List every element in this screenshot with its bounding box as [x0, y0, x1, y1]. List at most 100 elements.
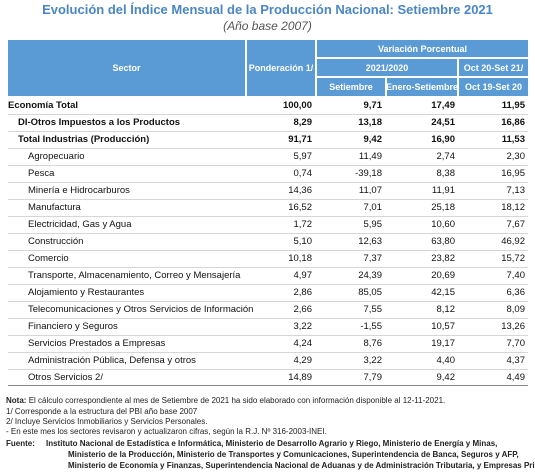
value-cell: 4,40: [436, 355, 456, 366]
note-text: El cálculo correspondiente al mes de Set…: [28, 396, 446, 405]
value-cell: 5,10: [293, 236, 313, 247]
value-cell: 7,40: [506, 270, 526, 281]
value-cell: 16,90: [431, 134, 455, 145]
sector-name: Agropecuario: [28, 151, 85, 162]
value-cell: 10,57: [431, 321, 455, 332]
sector-name: Electricidad, Gas y Agua: [28, 219, 132, 230]
value-cell: 20,69: [431, 270, 455, 281]
value-cell: 2,66: [293, 304, 313, 315]
table-bottom-rule: [8, 385, 528, 386]
note: 1/ Corresponde a la estructura del PBI a…: [6, 407, 198, 416]
value-cell: 4,24: [293, 338, 313, 349]
source-line: Ministerio de la Producción, Ministerio …: [68, 450, 519, 459]
value-cell: 10,18: [288, 253, 312, 264]
row-separator: [8, 216, 528, 217]
value-cell: 8,09: [506, 304, 526, 315]
header-period: Oct 20-Set 21/: [459, 59, 528, 76]
sector-name: Alojamiento y Restaurantes: [28, 287, 145, 298]
value-cell: 2,30: [506, 151, 526, 162]
row-separator: [8, 233, 528, 234]
value-cell: 4,97: [293, 270, 313, 281]
row-separator: [8, 352, 528, 353]
value-cell: 5,95: [363, 219, 383, 230]
value-cell: 23,82: [431, 253, 455, 264]
value-cell: 63,80: [431, 236, 455, 247]
sector-name: Manufactura: [28, 202, 81, 213]
value-cell: 7,55: [363, 304, 383, 315]
value-cell: -39,18: [355, 168, 382, 179]
note: - En este mes los sectores revisaron y a…: [6, 427, 327, 436]
value-cell: 6,36: [506, 287, 526, 298]
header-column: Setiembre: [317, 78, 385, 96]
note: Nota: El cálculo correspondiente al mes …: [6, 396, 445, 405]
source-line: Instituto Nacional de Estadística e Info…: [46, 439, 498, 448]
value-cell: 8,29: [293, 117, 313, 128]
value-cell: 14,89: [288, 372, 312, 383]
value-cell: 12,63: [358, 236, 382, 247]
sector-name: Total Industrias (Producción): [18, 134, 150, 145]
value-cell: 11,91: [431, 185, 455, 196]
header-sector: Sector: [8, 40, 245, 96]
value-cell: 7,01: [363, 202, 383, 213]
header-variacion: Variación Porcentual: [317, 40, 528, 57]
value-cell: 2,74: [436, 151, 456, 162]
value-cell: 11,53: [501, 134, 525, 145]
value-cell: 17,49: [431, 100, 455, 111]
value-cell: 9,71: [363, 100, 383, 111]
sector-name: DI-Otros Impuestos a los Productos: [18, 117, 181, 128]
value-cell: 85,05: [358, 287, 382, 298]
value-cell: 8,76: [363, 338, 383, 349]
value-cell: 19,17: [431, 338, 455, 349]
value-cell: 4,49: [506, 372, 526, 383]
sector-name: Telecomunicaciones y Otros Servicios de …: [28, 304, 254, 315]
sector-name: Construcción: [28, 236, 84, 247]
row-separator: [8, 284, 528, 285]
source-line: Ministerio de Economía y Finanzas, Super…: [68, 461, 535, 470]
value-cell: 8,12: [436, 304, 456, 315]
value-cell: 25,18: [431, 202, 455, 213]
value-cell: 16,95: [501, 168, 525, 179]
row-separator: [8, 165, 528, 166]
value-cell: 10,60: [431, 219, 455, 230]
value-cell: 13,26: [501, 321, 525, 332]
value-cell: 16,52: [288, 202, 312, 213]
sector-name: Servicios Prestados a Empresas: [28, 338, 166, 349]
row-separator: [8, 369, 528, 370]
header-period: Oct 19-Set 20: [459, 78, 528, 96]
row-separator: [8, 318, 528, 319]
value-cell: 46,92: [501, 236, 525, 247]
note-label: Nota:: [6, 396, 27, 405]
value-cell: 91,71: [288, 134, 312, 145]
header-period: 2021/2020: [317, 59, 457, 76]
row-separator: [8, 148, 528, 149]
sector-name: Pesca: [28, 168, 55, 179]
subtitle: (Año base 2007): [223, 19, 312, 33]
value-cell: 7,79: [363, 372, 383, 383]
row-separator: [8, 114, 528, 115]
value-cell: 2,86: [293, 287, 313, 298]
value-cell: 11,49: [358, 151, 382, 162]
sector-name: Transporte, Almacenamiento, Correo y Men…: [28, 270, 241, 281]
value-cell: 7,13: [506, 185, 526, 196]
value-cell: 9,42: [363, 134, 383, 145]
value-cell: 24,51: [431, 117, 455, 128]
row-separator: [8, 267, 528, 268]
row-separator: [8, 199, 528, 200]
sector-name: Administración Pública, Defensa y otros: [28, 355, 196, 366]
row-separator: [8, 335, 528, 336]
sector-name: Financiero y Seguros: [28, 321, 118, 332]
value-cell: 14,36: [288, 185, 312, 196]
value-cell: 18,12: [501, 202, 525, 213]
value-cell: 8,38: [436, 168, 456, 179]
value-cell: 3,22: [363, 355, 383, 366]
value-cell: 7,37: [363, 253, 383, 264]
row-separator: [8, 182, 528, 183]
header-ponderacion: Ponderación 1/: [247, 40, 315, 96]
sector-name: Minería e Hidrocarburos: [28, 185, 130, 196]
row-separator: [8, 131, 528, 132]
value-cell: 9,42: [436, 372, 456, 383]
row-separator: [8, 250, 528, 251]
value-cell: 16,86: [501, 117, 525, 128]
row-separator: [8, 301, 528, 302]
